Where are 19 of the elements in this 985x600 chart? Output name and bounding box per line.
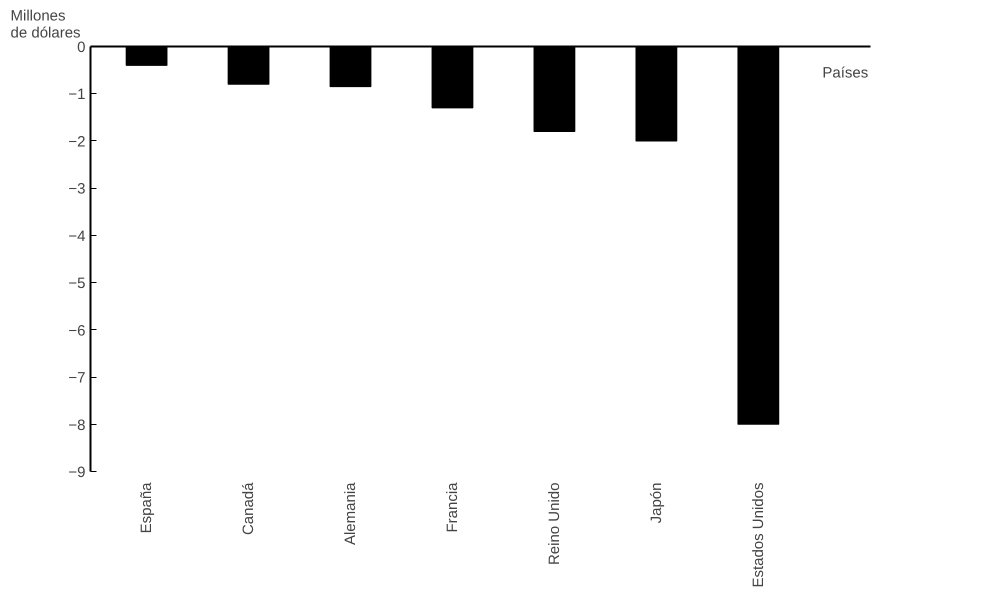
x-tick-label: Alemania	[342, 482, 359, 546]
y-tick-label: −3	[68, 180, 86, 198]
x-tick-label: Japón	[648, 482, 665, 524]
x-tick-label: Reino Unido	[546, 482, 563, 566]
y-axis-title: Millones de dólares	[10, 8, 81, 42]
x-tick-label: Francia	[444, 482, 461, 533]
x-tick-label: España	[138, 482, 156, 534]
y-tick-label: −1	[68, 86, 86, 104]
y-tick-label: −2	[68, 133, 86, 150]
y-tick-label: −9	[68, 464, 86, 481]
y-tick-label: 0	[77, 39, 86, 56]
y-tick-label: −7	[68, 370, 86, 387]
x-tick-label: Estados Unidos	[750, 482, 767, 588]
y-tick-label: −6	[68, 322, 86, 340]
y-tick-label: −4	[68, 228, 86, 245]
x-tick-label: Canadá	[240, 482, 258, 536]
x-axis-title: Países	[822, 64, 868, 82]
y-tick-label: −8	[68, 416, 86, 434]
y-tick-label: −5	[68, 275, 86, 292]
